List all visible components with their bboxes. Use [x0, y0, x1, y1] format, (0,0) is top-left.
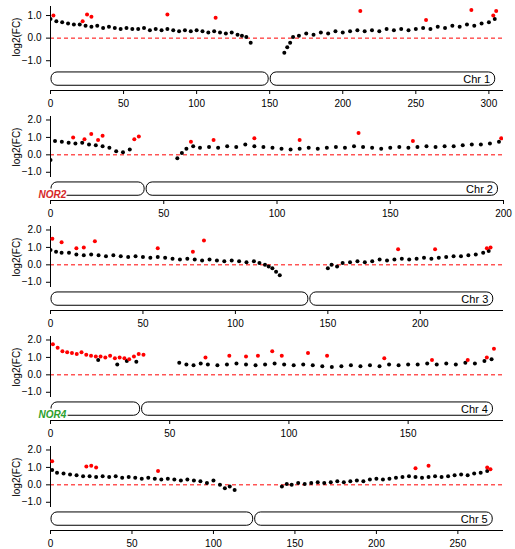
- svg-text:1.0: 1.0: [28, 462, 42, 473]
- svg-text:2.0: 2.0: [28, 334, 42, 345]
- svg-text:log2(FC): log2(FC): [11, 128, 22, 167]
- svg-text:200: 200: [495, 208, 512, 219]
- svg-text:250: 250: [407, 98, 424, 109]
- svg-text:150: 150: [261, 98, 278, 109]
- svg-text:150: 150: [382, 208, 399, 219]
- svg-text:log2(FC): log2(FC): [11, 458, 22, 497]
- svg-text:log2(FC): log2(FC): [11, 238, 22, 277]
- svg-text:0.0: 0.0: [28, 479, 42, 490]
- svg-text:100: 100: [269, 208, 286, 219]
- svg-text:0: 0: [48, 208, 54, 219]
- svg-text:0.0: 0.0: [28, 149, 42, 160]
- svg-text:1.0: 1.0: [28, 352, 42, 363]
- svg-text:200: 200: [334, 98, 351, 109]
- svg-text:1.0: 1.0: [28, 242, 42, 253]
- svg-text:300: 300: [481, 98, 498, 109]
- svg-text:50: 50: [164, 428, 176, 439]
- svg-text:200: 200: [368, 538, 385, 549]
- svg-text:−1.0: −1.0: [22, 276, 42, 287]
- svg-text:Chr 2: Chr 2: [466, 183, 493, 195]
- svg-text:100: 100: [205, 538, 222, 549]
- svg-text:0: 0: [48, 98, 54, 109]
- svg-text:2.0: 2.0: [28, 114, 42, 125]
- svg-text:0.0: 0.0: [28, 32, 42, 43]
- svg-text:0: 0: [48, 428, 54, 439]
- svg-text:log2(FC): log2(FC): [11, 348, 22, 387]
- svg-text:1.0: 1.0: [28, 10, 42, 21]
- svg-text:NOR4: NOR4: [39, 409, 67, 420]
- svg-text:Chr 5: Chr 5: [461, 513, 488, 525]
- svg-text:100: 100: [227, 318, 244, 329]
- svg-text:0.0: 0.0: [28, 369, 42, 380]
- svg-text:−1.0: −1.0: [22, 55, 42, 66]
- svg-text:0: 0: [48, 538, 54, 549]
- svg-text:150: 150: [287, 538, 304, 549]
- svg-text:50: 50: [137, 318, 149, 329]
- svg-text:100: 100: [281, 428, 298, 439]
- svg-text:200: 200: [412, 318, 429, 329]
- svg-text:Chr 1: Chr 1: [463, 73, 490, 85]
- svg-text:50: 50: [126, 538, 138, 549]
- svg-text:0: 0: [48, 318, 54, 329]
- svg-text:0.0: 0.0: [28, 259, 42, 270]
- svg-text:−1.0: −1.0: [22, 166, 42, 177]
- svg-text:log2(FC): log2(FC): [11, 18, 22, 57]
- svg-text:−1.0: −1.0: [22, 496, 42, 507]
- svg-text:100: 100: [188, 98, 205, 109]
- svg-text:1.0: 1.0: [28, 132, 42, 143]
- svg-text:Chr 4: Chr 4: [461, 403, 488, 415]
- svg-text:150: 150: [400, 428, 417, 439]
- svg-text:−1.0: −1.0: [22, 386, 42, 397]
- svg-text:NOR2: NOR2: [39, 189, 67, 200]
- svg-text:Chr 3: Chr 3: [461, 293, 488, 305]
- svg-text:150: 150: [320, 318, 337, 329]
- svg-text:50: 50: [118, 98, 130, 109]
- svg-text:2.0: 2.0: [28, 444, 42, 455]
- svg-text:2.0: 2.0: [28, 224, 42, 235]
- svg-text:250: 250: [450, 538, 467, 549]
- svg-text:50: 50: [158, 208, 170, 219]
